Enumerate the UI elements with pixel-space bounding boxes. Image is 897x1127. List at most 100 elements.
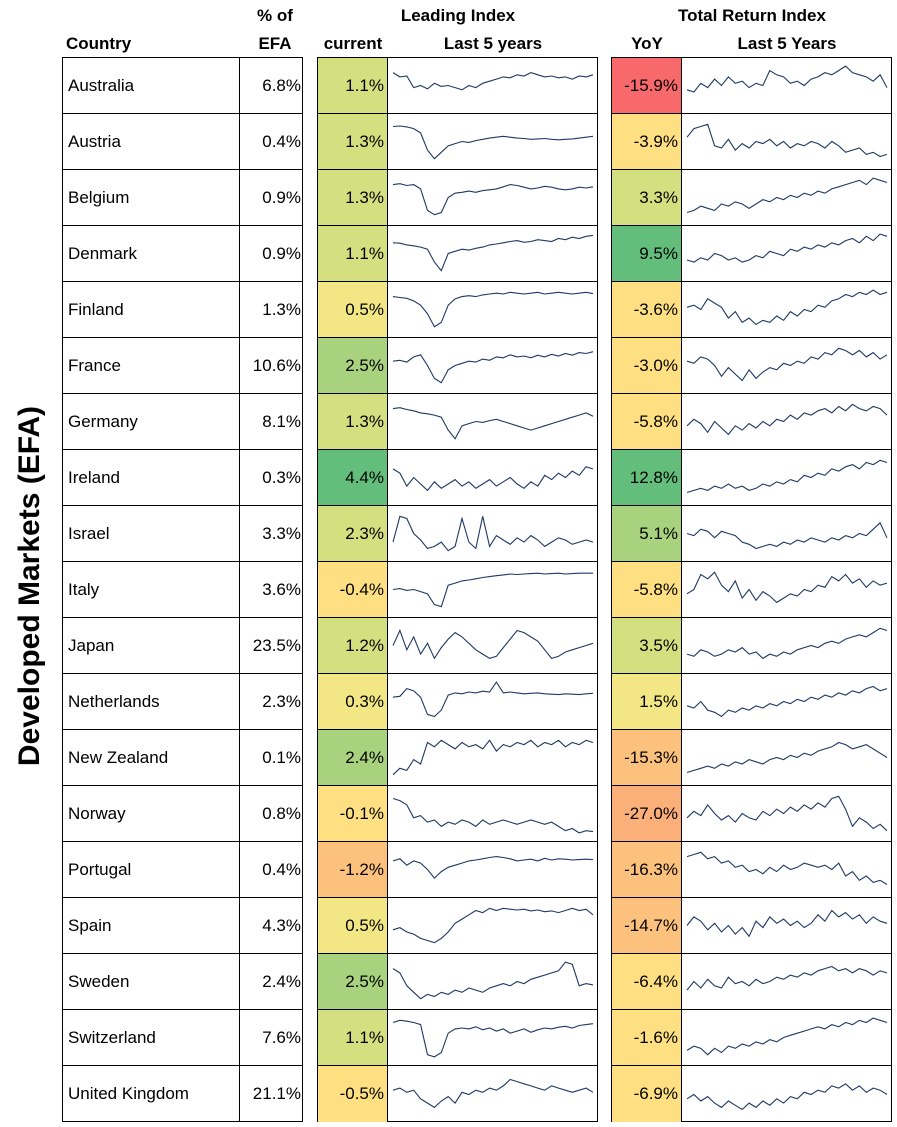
- leading-sparkline-chart: [392, 797, 594, 834]
- tr-sparkline: [682, 394, 892, 449]
- sparkline-path: [392, 466, 594, 492]
- tr-sparkline-chart: [686, 909, 888, 938]
- table-row: 1.5%: [612, 674, 891, 730]
- tr-yoy-value: 1.5%: [612, 674, 682, 729]
- side-label: Developed Markets (EFA): [13, 405, 46, 767]
- table-row: -6.9%: [612, 1066, 891, 1122]
- tr-yoy-value: -3.6%: [612, 282, 682, 337]
- sparkline-path: [686, 289, 888, 326]
- country-name: United Kingdom: [63, 1066, 240, 1122]
- header-tr-group: Total Return Index: [678, 6, 826, 25]
- country-name: Spain: [63, 898, 240, 953]
- table-row: Austria 0.4%: [63, 114, 302, 170]
- efa-weight: 0.4%: [262, 859, 301, 879]
- leading-sparkline: [388, 562, 598, 617]
- table-row: Norway 0.8%: [63, 786, 302, 842]
- tr-yoy-value: -6.4%: [612, 954, 682, 1009]
- leading-sparkline-chart: [392, 572, 593, 608]
- tr-sparkline: [682, 170, 892, 225]
- table-row: 2.5%: [318, 338, 597, 394]
- table-row: Germany 8.1%: [63, 394, 302, 450]
- table-row: 1.1%: [318, 1010, 597, 1066]
- table-row: 1.1%: [318, 58, 597, 114]
- leading-sparkline-chart: [392, 515, 594, 552]
- sparkline-path: [392, 1019, 594, 1058]
- table-row: Israel 3.3%: [63, 506, 302, 562]
- tr-sparkline: [682, 338, 892, 393]
- tr-sparkline-chart: [686, 403, 888, 436]
- tr-yoy-value: -15.3%: [612, 730, 682, 785]
- leading-current-value: -0.4%: [318, 562, 388, 617]
- header-pct-line2: EFA: [258, 34, 292, 53]
- header-pct-line1: % of: [257, 6, 293, 25]
- table-row: -3.0%: [612, 338, 891, 394]
- table-row: 1.3%: [318, 170, 597, 226]
- country-name: Ireland: [63, 450, 240, 505]
- leading-sparkline: [388, 450, 598, 505]
- leading-current-value: 1.3%: [318, 170, 388, 225]
- country-name: Portugal: [63, 842, 240, 897]
- tr-sparkline: [682, 282, 892, 337]
- sparkline-path: [392, 797, 594, 834]
- sparkline-path: [686, 123, 888, 158]
- leading-current-value: 2.5%: [318, 338, 388, 393]
- leading-sparkline: [388, 1010, 598, 1065]
- leading-current-value: 0.5%: [318, 282, 388, 337]
- total-return-table: -15.9% -3.9% 3.3% 9.5% -3.6% -3.0% -5.8% 12.8% 5…: [611, 57, 892, 1122]
- leading-sparkline: [388, 954, 598, 1009]
- country-name: Switzerland: [63, 1010, 240, 1065]
- sparkline-path: [392, 572, 593, 608]
- sparkline-path: [392, 407, 594, 440]
- country-name: Japan: [63, 618, 240, 673]
- sparkline-path: [392, 629, 594, 660]
- table-row: -6.4%: [612, 954, 891, 1010]
- leading-sparkline-chart: [392, 466, 594, 492]
- tr-sparkline: [682, 786, 892, 841]
- tr-sparkline: [682, 506, 892, 561]
- header-leading-spark: Last 5 years: [443, 34, 543, 53]
- tr-yoy-value: -1.6%: [612, 1010, 682, 1065]
- efa-weight: 8.1%: [262, 411, 301, 431]
- leading-sparkline: [388, 842, 598, 897]
- tr-sparkline-chart: [686, 627, 888, 660]
- leading-current-value: 1.1%: [318, 58, 388, 113]
- table-row: -0.4%: [318, 562, 597, 618]
- table-row: 12.8%: [612, 450, 891, 506]
- table-row: France 10.6%: [63, 338, 302, 394]
- sparkline-path: [392, 515, 594, 552]
- tr-yoy-value: 3.5%: [612, 618, 682, 673]
- tr-yoy-value: 5.1%: [612, 506, 682, 561]
- efa-weight: 1.3%: [262, 299, 301, 319]
- sparkline-path: [686, 233, 888, 263]
- efa-weight: 23.5%: [252, 635, 301, 655]
- sparkline-path: [392, 681, 594, 718]
- table-row: Switzerland 7.6%: [63, 1010, 302, 1066]
- leading-sparkline: [388, 282, 598, 337]
- table-row: 1.2%: [318, 618, 597, 674]
- table-row: 1.1%: [318, 226, 597, 282]
- sparkline-path: [392, 291, 594, 328]
- efa-weight: 0.8%: [262, 803, 301, 823]
- sparkline-path: [686, 521, 888, 550]
- leading-sparkline-chart: [392, 407, 594, 440]
- country-name: Norway: [63, 786, 240, 841]
- header-leading-group: Leading Index: [400, 6, 516, 25]
- tr-sparkline-chart: [686, 1082, 888, 1110]
- sparkline-path: [392, 125, 594, 160]
- efa-weight: 0.3%: [262, 467, 301, 487]
- table-row: 2.4%: [318, 730, 597, 786]
- tr-sparkline-chart: [686, 65, 888, 93]
- tr-sparkline-chart: [686, 571, 888, 604]
- leading-current-value: 1.3%: [318, 394, 388, 449]
- sparkline-path: [392, 961, 594, 1000]
- table-row: -1.6%: [612, 1010, 891, 1066]
- header-country: Country: [66, 34, 132, 53]
- sparkline-path: [392, 856, 594, 879]
- country-name: New Zealand: [63, 730, 240, 785]
- tr-yoy-value: -15.9%: [612, 58, 682, 113]
- table-row: 4.4%: [318, 450, 597, 506]
- leading-current-value: 1.1%: [318, 1010, 388, 1065]
- efa-weight: 3.3%: [262, 523, 301, 543]
- table-row: United Kingdom 21.1%: [63, 1066, 302, 1122]
- tr-sparkline: [682, 114, 892, 169]
